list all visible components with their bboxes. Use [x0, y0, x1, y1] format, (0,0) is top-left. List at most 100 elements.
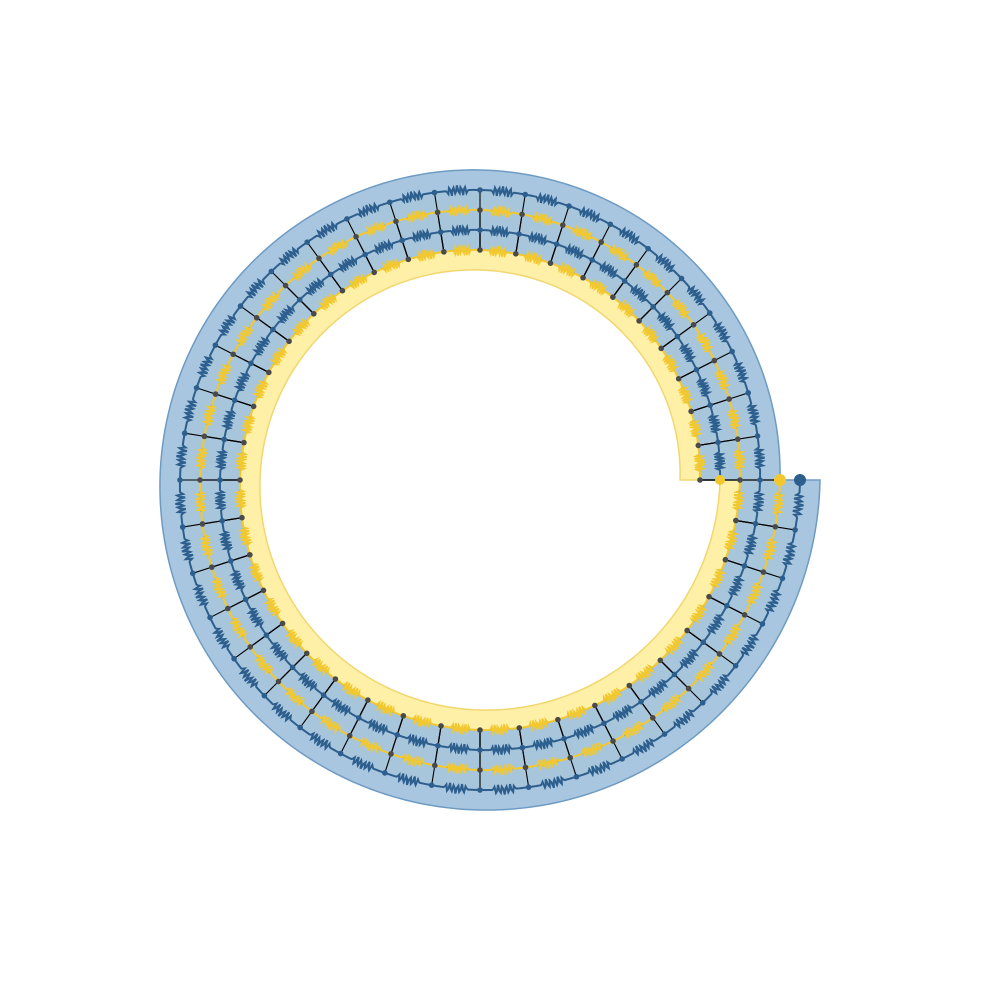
spoke-full [612, 248, 649, 298]
inner-resistor [182, 387, 198, 434]
outer-resistor [214, 353, 235, 395]
outer-resistor [318, 235, 357, 260]
inner-resistor [272, 298, 301, 331]
outer-resistor [612, 717, 654, 742]
outer-node [250, 403, 257, 410]
spoke-full [660, 312, 711, 349]
outer-resistor [232, 317, 258, 355]
inner-resistor [358, 717, 398, 736]
outer-resistor [247, 554, 265, 591]
inner-resistor [623, 280, 654, 308]
outer-node [516, 725, 523, 731]
outer-resistor [677, 378, 694, 412]
spoke-full [582, 224, 611, 278]
outer-node [658, 345, 665, 352]
inner-resistor [576, 757, 623, 778]
inner-node [231, 655, 237, 662]
inner-node [477, 227, 483, 233]
inner-resistor [265, 634, 294, 669]
inner-resistor [791, 479, 805, 531]
spoke-full [433, 192, 445, 252]
inner-node [212, 342, 219, 348]
spoke-full [340, 699, 369, 754]
inner-node [428, 782, 435, 788]
inner-resistor [218, 520, 234, 562]
outer-node [311, 311, 317, 317]
outer-node [657, 657, 664, 664]
inner-node [516, 231, 522, 237]
outer-node [266, 369, 272, 376]
outer-node [664, 289, 671, 296]
inner-node [179, 524, 186, 530]
outer-node [711, 357, 718, 364]
inner-resistor [306, 218, 348, 243]
inner-resistor [263, 694, 301, 729]
outer-resistor [210, 566, 229, 609]
inner-resistor [781, 529, 798, 579]
inner-node [268, 268, 275, 275]
inner-resistor [528, 775, 577, 791]
inner-resistor [401, 227, 441, 244]
inner-resistor [663, 702, 704, 735]
inner-resistor [591, 259, 626, 282]
spoke-full [299, 678, 336, 728]
inner-resistor [708, 312, 734, 352]
spoke-full [638, 278, 682, 322]
inner-node [261, 692, 268, 699]
inner-resistor [323, 694, 360, 719]
spoke-full [557, 719, 577, 777]
inner-node [270, 326, 276, 333]
inner-node [638, 698, 644, 705]
outer-resistor [687, 411, 704, 446]
inner-node [757, 477, 763, 483]
outer-resistor [743, 571, 765, 616]
spoke-full [678, 351, 733, 380]
outer-resistor [687, 653, 721, 690]
inner-node [362, 251, 368, 258]
spoke-full [725, 559, 783, 579]
outer-node [555, 716, 561, 723]
inner-resistor [479, 743, 523, 757]
outer-node [286, 338, 292, 345]
outer-node [239, 514, 245, 521]
inner-resistor [746, 392, 762, 437]
inner-resistor [734, 623, 764, 667]
inner-resistor [389, 189, 435, 205]
outer-node [592, 702, 598, 709]
inner-node [724, 602, 730, 609]
outer-resistor [731, 479, 746, 521]
outer-resistor [373, 256, 409, 274]
inner-node [752, 520, 759, 527]
outer-node [209, 564, 215, 570]
outer-resistor [713, 360, 731, 400]
outer-node [477, 767, 483, 773]
inner-resistor [174, 433, 189, 481]
inner-node [553, 241, 560, 247]
inner-node [217, 477, 223, 483]
inner-node [189, 570, 196, 577]
inner-node [792, 527, 798, 533]
inner-resistor [434, 184, 481, 197]
spoke-full [686, 630, 736, 667]
inner-resistor [753, 435, 766, 481]
inner-node [431, 189, 438, 196]
outer-resistor [194, 479, 207, 525]
inner-node [706, 310, 713, 316]
inner-resistor [525, 191, 570, 208]
outer-node [610, 294, 616, 300]
outer-node [560, 222, 566, 228]
outer-resistor [479, 204, 523, 219]
outer-resistor [390, 752, 435, 769]
outer-node [353, 233, 359, 240]
outer-node [567, 754, 574, 761]
outer-node [247, 551, 253, 558]
outer-resistor [233, 479, 248, 518]
outer-resistor [726, 398, 742, 440]
spoke-full [628, 685, 666, 735]
inner-node [715, 439, 721, 446]
inner-resistor [384, 771, 432, 788]
inner-resistor [707, 404, 723, 443]
inner-resistor [213, 479, 227, 521]
outer-node [212, 391, 219, 397]
inner-resistor [712, 442, 727, 481]
